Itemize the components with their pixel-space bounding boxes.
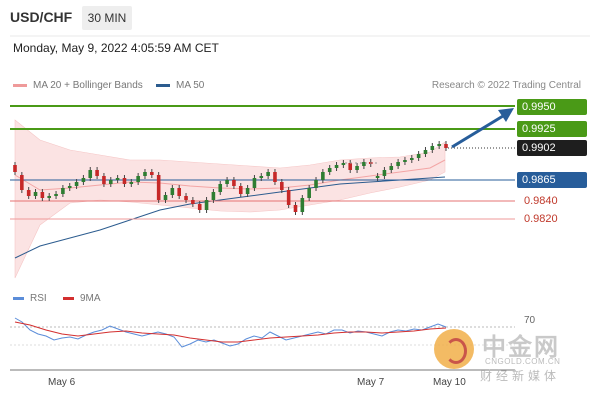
- ma50-swatch: [156, 84, 170, 87]
- candle-body: [341, 163, 346, 165]
- candle-body: [40, 192, 45, 198]
- candle-body: [334, 165, 339, 168]
- candle-body: [266, 172, 270, 176]
- candlestick-series: [13, 141, 448, 215]
- candle-body: [321, 172, 325, 180]
- candle-body: [403, 160, 407, 162]
- candle-body: [423, 150, 428, 154]
- x-label-may6: May 6: [48, 377, 76, 388]
- ma20-legend-label: MA 20 + Bollinger Bands: [33, 80, 143, 91]
- candle-body: [95, 170, 99, 176]
- legend-ma50: MA 50: [156, 80, 204, 91]
- rsi-swatch: [13, 297, 24, 300]
- candle-body: [211, 192, 216, 200]
- candle-body: [218, 184, 223, 192]
- candle-body: [67, 186, 72, 188]
- timeframe-button[interactable]: 30 MIN: [82, 6, 132, 30]
- candle-body: [389, 166, 394, 170]
- rsi-legend-label: RSI: [30, 293, 47, 304]
- candle-body: [88, 170, 93, 178]
- candle-body: [143, 172, 147, 176]
- candle-body: [232, 180, 236, 186]
- price-label-last: 0.9902: [517, 140, 587, 156]
- candle-body: [136, 176, 140, 182]
- price-label-resistance-1: 0.9925: [517, 121, 587, 137]
- candle-body: [259, 176, 264, 178]
- candle-body: [150, 172, 154, 175]
- candle-body: [416, 154, 421, 158]
- price-label-resistance-2: 0.9950: [517, 99, 587, 115]
- candle-body: [362, 162, 366, 166]
- price-label-support-2: 0.9820: [524, 213, 558, 225]
- candle-body: [307, 188, 311, 198]
- candle-body: [115, 178, 120, 180]
- ma20-swatch: [13, 84, 27, 87]
- candle-body: [26, 190, 31, 196]
- candle-body: [177, 188, 181, 196]
- ma9-legend-label: 9MA: [80, 293, 101, 304]
- candle-body: [252, 178, 257, 188]
- timestamp: Monday, May 9, 2022 4:05:59 AM CET: [13, 41, 219, 55]
- candle-body: [348, 163, 353, 170]
- candle-body: [129, 182, 134, 184]
- candle-body: [293, 205, 298, 212]
- currency-pair-title: USD/CHF: [10, 9, 73, 25]
- candle-body: [108, 180, 113, 184]
- candle-body: [273, 172, 277, 182]
- candle-body: [54, 194, 58, 196]
- candle-body: [191, 200, 195, 204]
- candle-body: [122, 178, 127, 184]
- x-label-may10: May 10: [433, 377, 466, 388]
- legend-9ma: 9MA: [63, 293, 101, 304]
- candle-body: [409, 158, 414, 160]
- legend-rsi: RSI: [13, 293, 47, 304]
- candle-body: [327, 168, 332, 172]
- price-label-pivot: 0.9865: [517, 172, 587, 188]
- x-label-may7: May 7: [357, 377, 385, 388]
- price-label-support-1: 0.9840: [524, 195, 558, 207]
- ma50-line: [14, 176, 446, 259]
- candle-body: [47, 196, 52, 198]
- candle-body: [61, 188, 65, 194]
- candle-body: [204, 200, 209, 210]
- candle-body: [355, 166, 359, 170]
- candle-body: [300, 198, 305, 212]
- candle-body: [280, 182, 284, 190]
- candle-body: [13, 165, 17, 172]
- candle-body: [225, 180, 229, 184]
- candle-body: [396, 162, 400, 166]
- candle-body: [170, 188, 175, 195]
- projection-arrow-head: [498, 108, 514, 122]
- candle-body: [437, 144, 441, 146]
- research-credit: Research © 2022 Trading Central: [431, 80, 581, 91]
- projection-arrow-shaft: [451, 114, 504, 149]
- candle-body: [375, 176, 380, 178]
- candle-body: [286, 190, 291, 205]
- candle-body: [314, 180, 318, 188]
- candle-body: [184, 196, 188, 200]
- candle-body: [382, 170, 387, 176]
- candle-body: [163, 195, 168, 200]
- chart-header: USD/CHF 30 MIN: [0, 0, 590, 36]
- candle-body: [74, 182, 79, 186]
- candle-body: [33, 192, 38, 196]
- candle-body: [238, 186, 243, 194]
- candle-body: [20, 175, 24, 190]
- candle-body: [245, 188, 250, 194]
- candle-body: [102, 176, 106, 184]
- ma50-legend-label: MA 50: [176, 80, 205, 91]
- rsi-9ma-line: [14, 321, 447, 343]
- ma9-swatch: [63, 297, 74, 300]
- candle-body: [81, 178, 86, 182]
- rsi-level-label: 70: [524, 315, 536, 326]
- candle-body: [430, 146, 435, 150]
- candle-body: [444, 144, 448, 148]
- legend-ma20-bollinger: MA 20 + Bollinger Bands: [13, 80, 143, 91]
- candle-body: [156, 175, 161, 200]
- candle-body: [197, 204, 202, 210]
